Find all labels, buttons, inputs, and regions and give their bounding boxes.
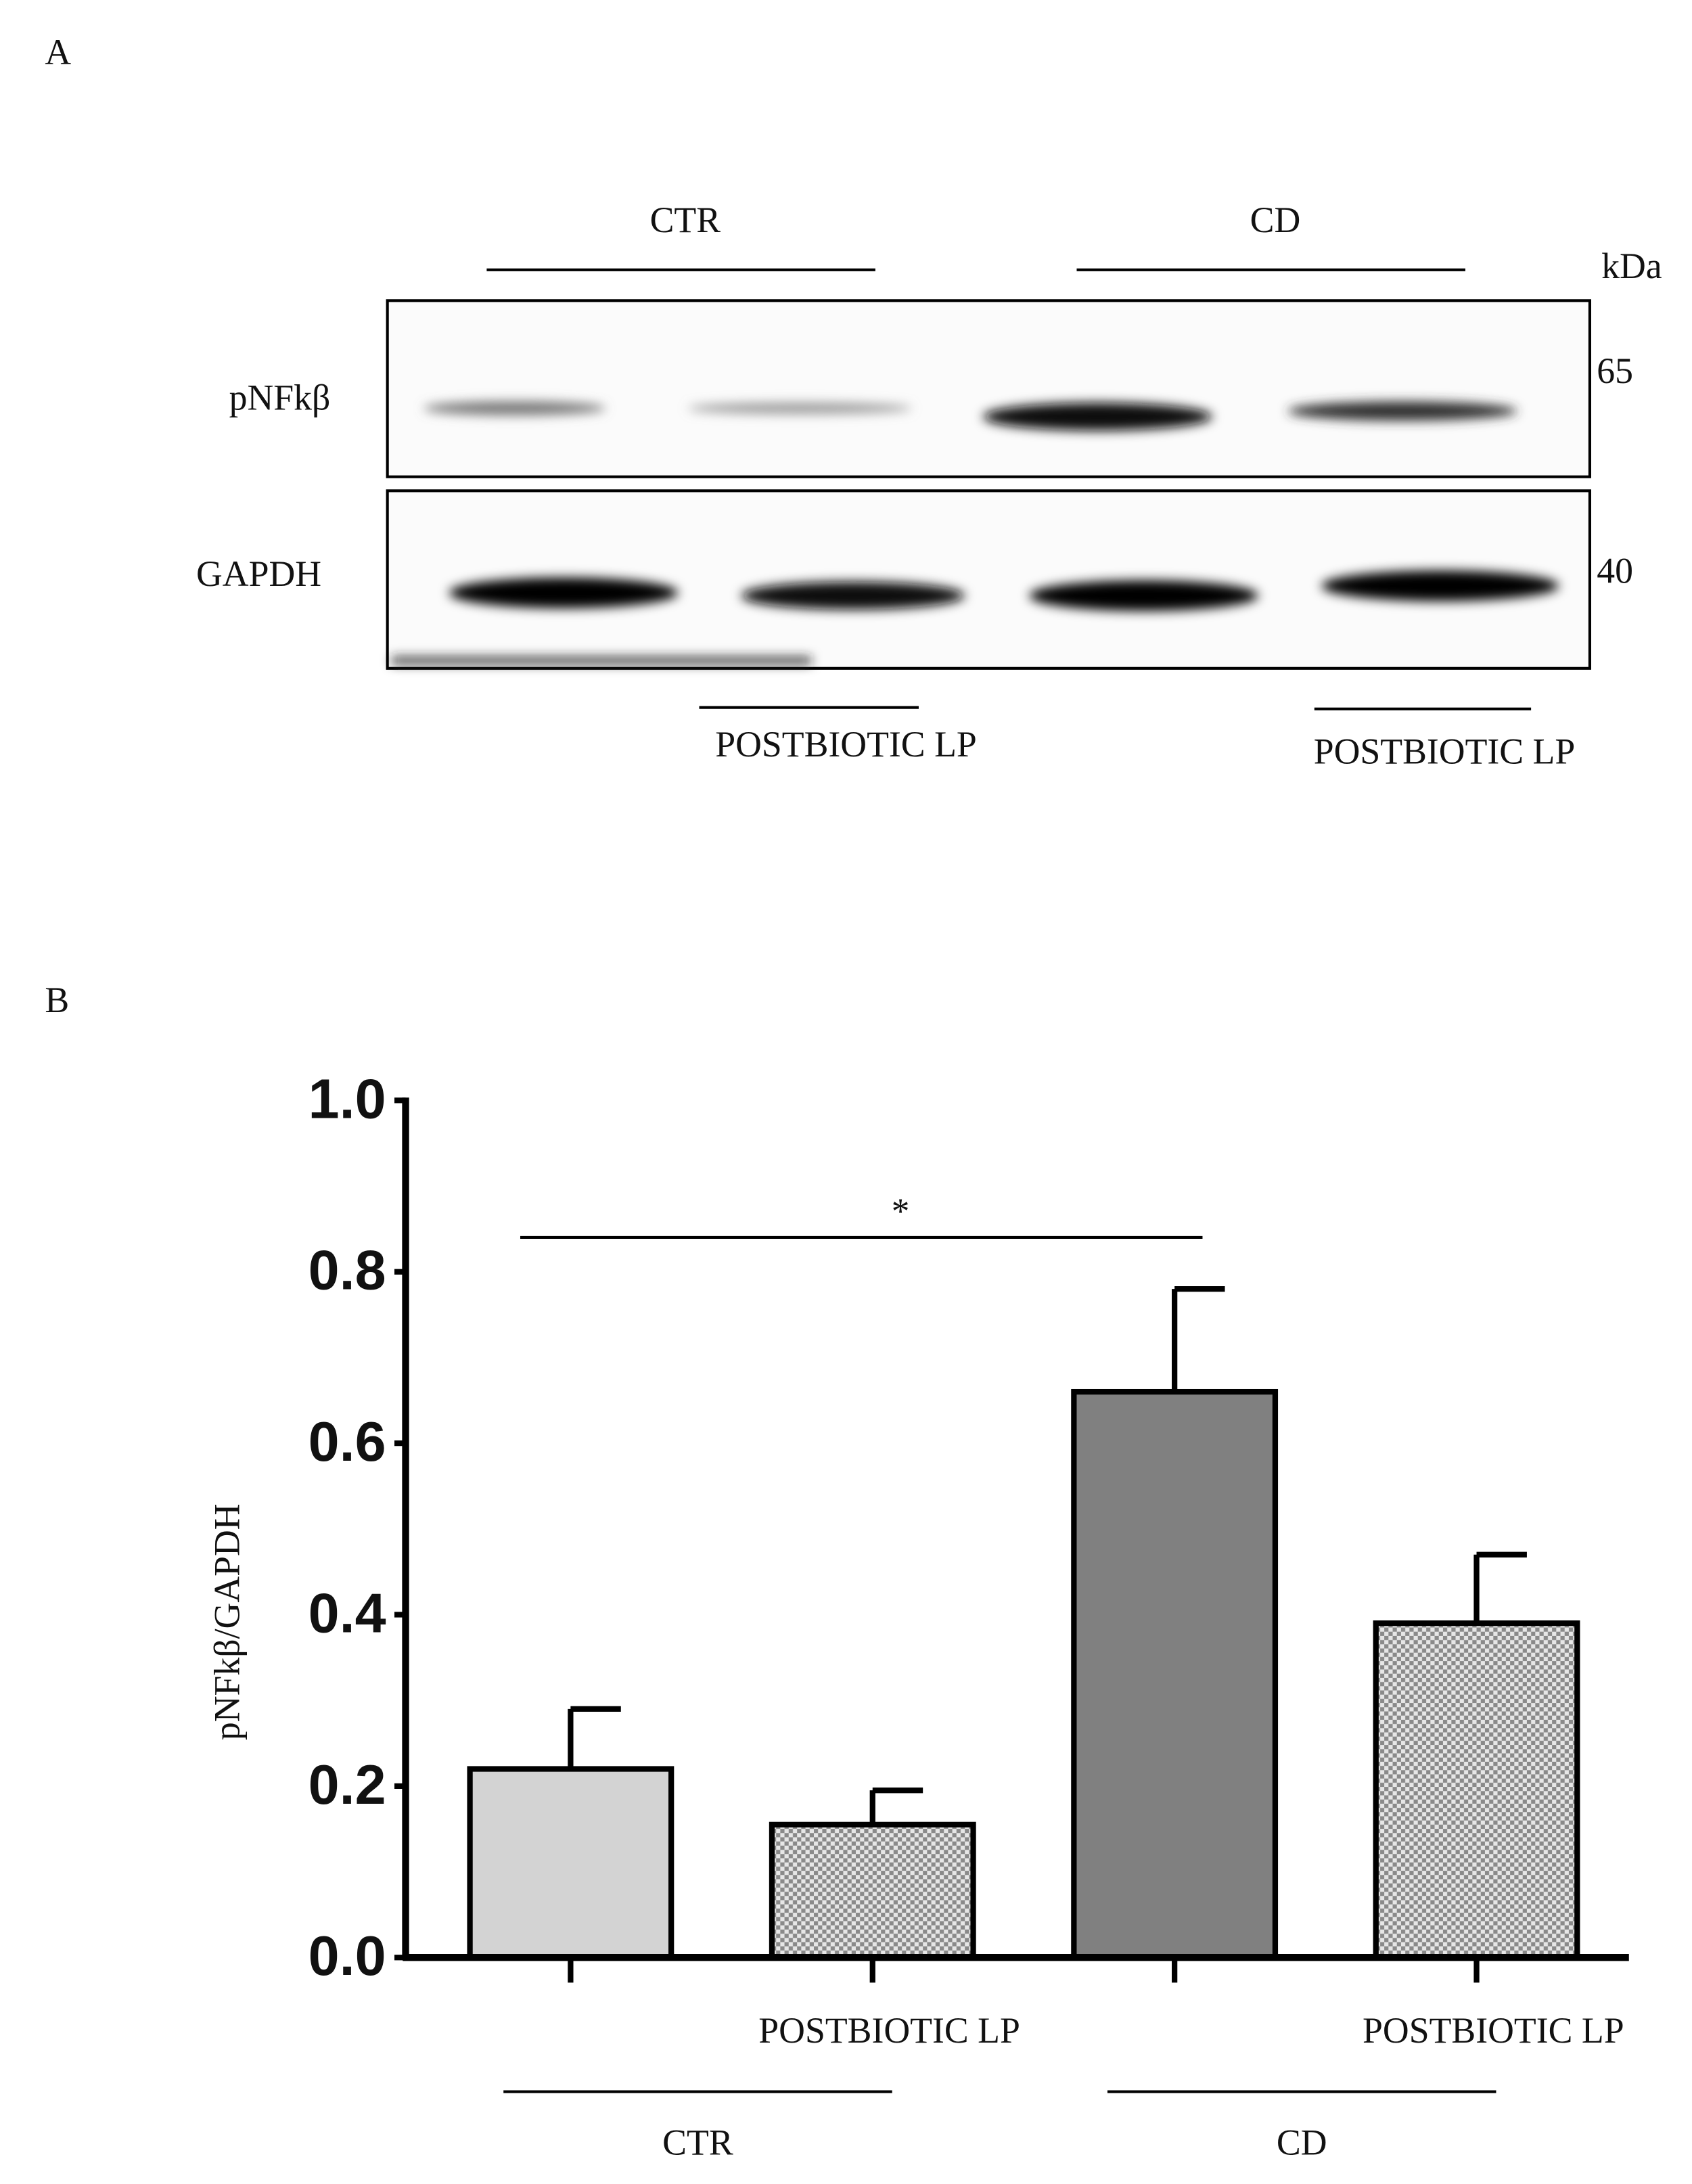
- group-label: CD: [1277, 2122, 1327, 2163]
- blot-panel: [386, 299, 1591, 478]
- x-tick-label: POSTBIOTIC LP: [758, 2010, 1020, 2051]
- bar: [769, 1821, 976, 1961]
- group-label: CTR: [650, 200, 721, 240]
- x-tick-label: POSTBIOTIC LP: [1363, 2010, 1624, 2051]
- panel-label: A: [45, 32, 71, 72]
- panel-label: B: [45, 980, 69, 1020]
- bar: [1373, 1620, 1580, 1961]
- bands: [391, 570, 1559, 664]
- unit-label: kDa: [1601, 246, 1662, 286]
- group-label: CTR: [662, 2122, 733, 2163]
- treatment-label: POSTBIOTIC LP: [1314, 731, 1576, 771]
- plot: 0.0 0.2 0.4 0.6 0.8 1.0 POSTBIOTIC LP POSTBIOTI…: [308, 1067, 1629, 2163]
- kda-label: 65: [1597, 350, 1633, 391]
- significance-label: *: [892, 1191, 910, 1231]
- y-tick-label: 0.2: [308, 1753, 386, 1816]
- treatment-label: POSTBIOTIC LP: [715, 724, 977, 765]
- y-tick-label: 0.0: [308, 1924, 386, 1987]
- y-tick-label: 0.4: [308, 1581, 386, 1644]
- y-axis-label: pNFkβ/GAPDH: [207, 1503, 248, 1740]
- bar: [1071, 1388, 1279, 1961]
- row-label: pNFkβ: [229, 377, 331, 417]
- y-tick-label: 0.6: [308, 1410, 386, 1473]
- y-tick-label: 1.0: [308, 1067, 386, 1130]
- bands: [424, 401, 1517, 431]
- bar: [467, 1766, 674, 1961]
- group-label: CD: [1250, 200, 1301, 240]
- y-tick-label: 0.8: [308, 1239, 386, 1302]
- kda-label: 40: [1597, 551, 1633, 591]
- row-label: GAPDH: [196, 553, 321, 594]
